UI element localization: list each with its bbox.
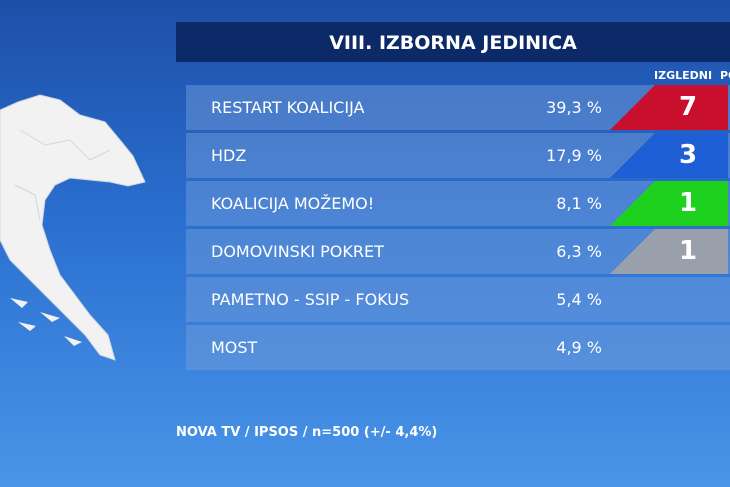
party-name: PAMETNO - SSIP - FOKUS: [211, 290, 410, 309]
seat-box: [610, 85, 728, 130]
party-name: RESTART KOALICIJA: [211, 98, 365, 117]
seat-count: 3: [678, 140, 698, 170]
seat-shape: [610, 85, 728, 130]
column-header: PO: [720, 69, 730, 82]
vote-share: 39,3 %: [546, 98, 602, 117]
vote-share: 6,3 %: [556, 242, 602, 261]
source: NOVA TV / IPSOS / n=500 (+/- 4,4%): [176, 425, 438, 440]
column-header: IZGLEDNI: [654, 69, 713, 82]
table-row: [186, 325, 730, 370]
party-name: DOMOVINSKI POKRET: [211, 242, 384, 261]
seat-count: 1: [678, 236, 698, 266]
vote-share: 8,1 %: [556, 194, 602, 213]
vote-share: 4,9 %: [556, 338, 602, 357]
seat-shape: [610, 229, 728, 274]
map: [0, 94, 146, 361]
title-bar: [176, 22, 730, 62]
seat-box: [610, 229, 728, 274]
party-name: MOST: [211, 338, 258, 357]
vote-share: 17,9 %: [546, 146, 602, 165]
table-row: [186, 277, 730, 322]
seat-shape: [610, 133, 728, 178]
party-name: KOALICIJA MOŽEMO!: [211, 194, 375, 213]
seat-box: [610, 181, 728, 226]
seat-box: [610, 133, 728, 178]
title: VIII. IZBORNA JEDINICA: [329, 32, 577, 54]
seat-count: 7: [678, 92, 698, 122]
seat-shape: [610, 181, 728, 226]
vote-share: 5,4 %: [556, 290, 602, 309]
seat-count: 1: [678, 188, 698, 218]
party-name: HDZ: [211, 146, 247, 165]
